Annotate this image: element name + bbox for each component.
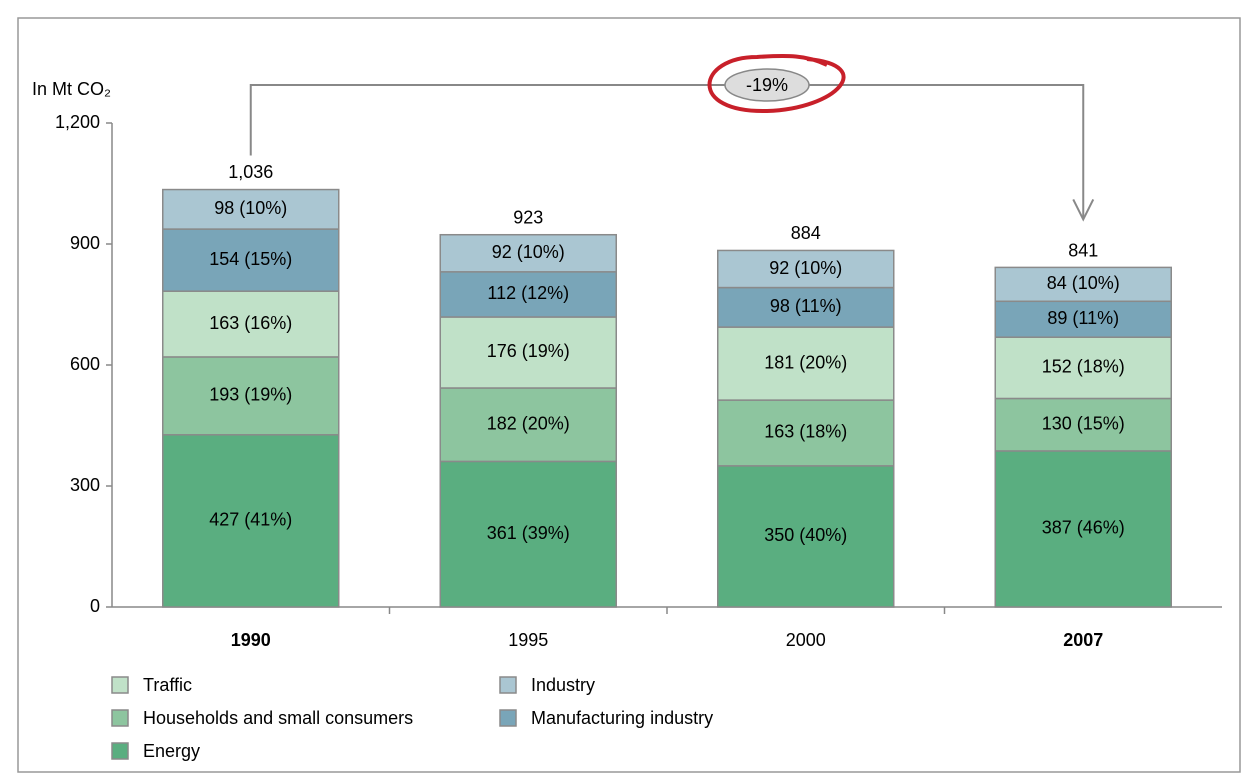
value-label: 387 (46%): [1042, 518, 1125, 538]
value-label: 89 (11%): [1047, 308, 1119, 328]
arrow-head: [1072, 198, 1095, 222]
bar-segment: [994, 266, 1172, 303]
value-label: 98 (10%): [214, 198, 287, 218]
bar-segment: [717, 326, 895, 401]
bar-segment: [162, 434, 340, 608]
legend-swatch: [499, 676, 517, 694]
bar-segment: [439, 271, 617, 318]
y-tick-label: 300: [70, 475, 100, 495]
value-label: 92 (10%): [492, 242, 565, 262]
total-label: 923: [513, 207, 543, 227]
legend-label: Industry: [531, 675, 595, 695]
legend-label: Households and small consumers: [143, 708, 413, 728]
value-label: 350 (40%): [764, 525, 847, 545]
bar-segment: [994, 300, 1172, 338]
bar-segment: [717, 249, 895, 289]
value-label: 361 (39%): [487, 523, 570, 543]
bar-segment: [717, 399, 895, 467]
annotation-bubble: [724, 68, 810, 102]
x-tick-label: 2000: [786, 630, 826, 650]
value-label: 182 (20%): [487, 413, 570, 433]
x-tick-label: 1990: [231, 630, 271, 650]
bar-segment: [994, 336, 1172, 400]
bar-segment: [439, 233, 617, 273]
y-axis-label: In Mt CO₂: [32, 79, 111, 99]
value-label: 84 (10%): [1047, 273, 1120, 293]
legend-label: Manufacturing industry: [531, 708, 713, 728]
y-tick-label: 900: [70, 233, 100, 253]
frame: [17, 17, 1241, 773]
legend-swatch: [111, 709, 129, 727]
bar-segment: [439, 460, 617, 608]
legend-swatch: [499, 709, 517, 727]
bar-segment: [994, 397, 1172, 452]
x-tick-label: 1995: [508, 630, 548, 650]
value-label: 154 (15%): [209, 249, 292, 269]
value-label: 181 (20%): [764, 352, 847, 372]
annotation: -19%: [746, 75, 788, 95]
legend-label: Traffic: [143, 675, 192, 695]
bar-segment: [439, 316, 617, 389]
value-label: 427 (41%): [209, 510, 292, 530]
legend-label: Energy: [143, 741, 200, 761]
value-label: 152 (18%): [1042, 357, 1125, 377]
bar-segment: [439, 387, 617, 463]
y-tick-label: 600: [70, 354, 100, 374]
bar-segment: [717, 286, 895, 328]
total-label: 1,036: [228, 162, 273, 182]
bracket: [249, 84, 1085, 218]
bar-segment: [162, 188, 340, 230]
value-label: 193 (19%): [209, 385, 292, 405]
bar-segment: [162, 290, 340, 358]
value-label: 130 (15%): [1042, 413, 1125, 433]
y-tick-label: 1,200: [55, 112, 100, 132]
bar-segment: [162, 228, 340, 292]
bar-segment: [717, 465, 895, 608]
value-label: 163 (18%): [764, 422, 847, 442]
value-label: 92 (10%): [769, 258, 842, 278]
highlight-circle: [707, 53, 846, 114]
value-label: 98 (11%): [770, 296, 842, 316]
legend-swatch: [111, 742, 129, 760]
legend-swatch: [111, 676, 129, 694]
value-label: 112 (12%): [487, 283, 569, 303]
total-label: 884: [791, 223, 821, 243]
bar-segment: [994, 450, 1172, 608]
x-tick-label: 2007: [1063, 630, 1103, 650]
total-label: 841: [1068, 241, 1098, 261]
y-tick-label: 0: [90, 596, 100, 616]
value-label: 163 (16%): [209, 313, 292, 333]
bar-segment: [162, 356, 340, 436]
value-label: 176 (19%): [487, 341, 570, 361]
